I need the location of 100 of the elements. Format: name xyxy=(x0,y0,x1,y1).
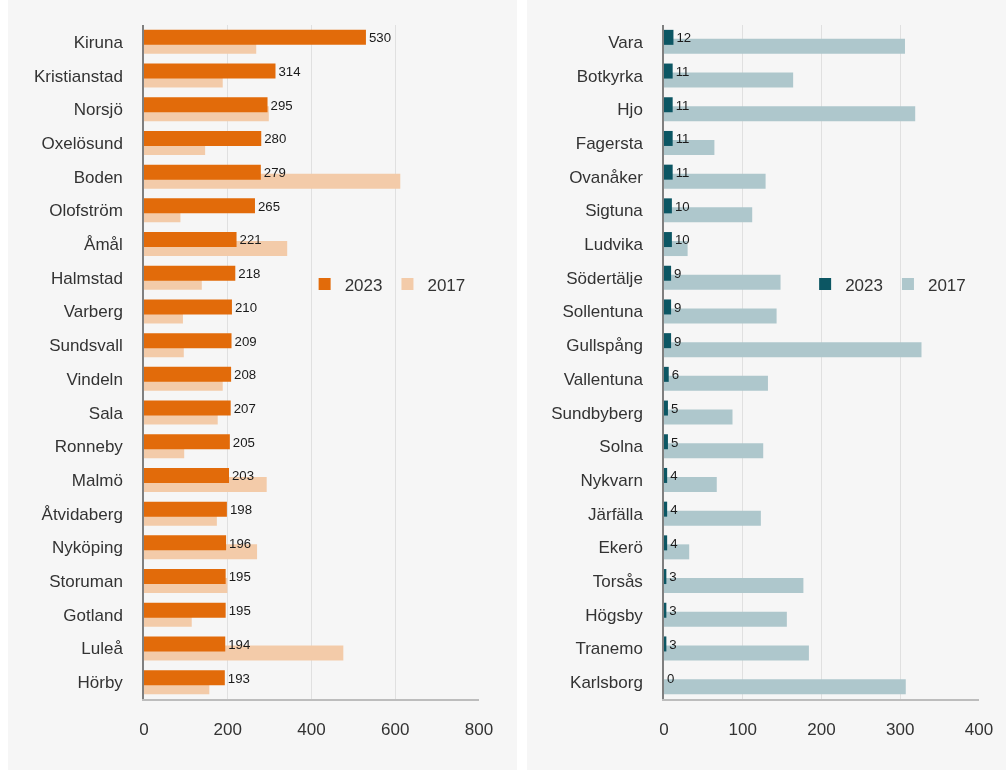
data-label: 10 xyxy=(674,232,690,248)
bar xyxy=(144,63,276,79)
y-tick-label: Luleå xyxy=(81,639,124,659)
data-label: 9 xyxy=(674,299,682,315)
data-label: 11 xyxy=(675,131,690,147)
y-tick-label: Hjo xyxy=(617,100,643,120)
x-tick-label: 100 xyxy=(728,720,757,740)
y-tick-label: Åmål xyxy=(84,235,123,254)
y-tick-label: Boden xyxy=(73,167,123,187)
bar xyxy=(664,198,672,214)
bar xyxy=(664,130,673,146)
bar xyxy=(664,29,674,45)
y-tick-label: Nyköping xyxy=(51,538,123,558)
y-tick-label: Gotland xyxy=(63,605,123,625)
data-label: 11 xyxy=(675,63,690,79)
y-tick-label: Fagersta xyxy=(575,133,644,153)
bar xyxy=(144,333,232,349)
data-label: 196 xyxy=(229,535,252,551)
bar xyxy=(664,400,668,416)
bar xyxy=(664,467,668,483)
bar xyxy=(664,232,672,248)
y-tick-label: Ekerö xyxy=(598,538,643,558)
bar xyxy=(144,467,230,483)
y-tick-label: Högsby xyxy=(585,605,644,625)
bar xyxy=(144,400,231,416)
y-tick-label: Olofström xyxy=(49,201,123,221)
y-tick-label: Sundbyberg xyxy=(551,403,643,423)
y-tick-label: Halmstad xyxy=(51,268,123,288)
y-tick-label: Ovanåker xyxy=(569,167,644,187)
y-tick-label: Karlsborg xyxy=(570,673,643,693)
data-label: 208 xyxy=(234,367,257,383)
x-tick-label: 400 xyxy=(964,720,994,740)
legend-label: 2023 xyxy=(344,275,383,295)
data-label: 205 xyxy=(232,434,255,450)
bar xyxy=(144,97,268,113)
data-label: 280 xyxy=(264,131,287,147)
y-tick-label: Vallentuna xyxy=(563,369,644,389)
data-label: 4 xyxy=(670,502,678,517)
y-tick-label: Solna xyxy=(599,437,644,457)
data-label: 4 xyxy=(670,535,678,551)
data-label: 5 xyxy=(670,400,679,416)
x-tick-label: 800 xyxy=(464,720,494,740)
bar xyxy=(664,535,668,551)
data-label: 9 xyxy=(674,333,682,349)
data-label: 195 xyxy=(228,603,251,619)
x-tick-label: 200 xyxy=(213,720,242,740)
bar xyxy=(144,366,232,382)
data-label: 11 xyxy=(675,165,690,180)
x-tick-label: 600 xyxy=(381,720,410,740)
y-tick-label: Järfälla xyxy=(588,504,644,524)
y-tick-label: Botkyrka xyxy=(576,66,644,86)
bar xyxy=(144,535,227,551)
data-label: 194 xyxy=(228,636,251,652)
x-tick-label: 0 xyxy=(139,720,149,740)
data-label: 10 xyxy=(674,198,690,214)
bar xyxy=(664,501,668,517)
data-label: 11 xyxy=(675,97,690,113)
y-tick-label: Gullspång xyxy=(566,336,643,356)
data-label: 314 xyxy=(278,63,301,79)
bar xyxy=(664,434,668,450)
bar xyxy=(664,63,673,79)
legend-label: 2023 xyxy=(845,275,883,295)
bar xyxy=(144,299,232,315)
y-tick-label: Ludvika xyxy=(584,235,644,254)
y-tick-label: Malmö xyxy=(71,470,123,490)
bar xyxy=(144,501,227,517)
data-label: 209 xyxy=(234,333,257,349)
data-label: 221 xyxy=(239,232,262,248)
bar xyxy=(144,232,237,248)
y-tick-label: Varberg xyxy=(63,302,123,322)
y-tick-label: Nykvarn xyxy=(580,470,643,490)
y-tick-label: Sala xyxy=(88,403,124,423)
y-tick-label: Sigtuna xyxy=(585,201,644,221)
data-label: 0 xyxy=(667,670,675,686)
data-label: 210 xyxy=(234,299,258,315)
y-tick-label: Sundsvall xyxy=(49,336,123,356)
data-label: 218 xyxy=(238,266,261,282)
x-tick-label: 200 xyxy=(807,720,836,740)
bar xyxy=(144,569,226,585)
data-label: 530 xyxy=(368,30,392,46)
data-label: 295 xyxy=(270,97,293,113)
data-label: 6 xyxy=(671,367,680,383)
legend-label: 2017 xyxy=(427,275,466,295)
x-tick-label: 400 xyxy=(297,720,326,740)
y-tick-label: Oxelösund xyxy=(41,133,123,153)
y-tick-label: Storuman xyxy=(49,572,123,591)
data-label: 9 xyxy=(674,266,682,282)
y-tick-label: Tranemo xyxy=(575,639,643,659)
y-tick-label: Vara xyxy=(608,32,644,52)
data-label: 3 xyxy=(669,569,677,585)
y-tick-label: Norsjö xyxy=(73,100,123,120)
y-tick-label: Sollentuna xyxy=(562,302,644,322)
bar xyxy=(664,97,673,113)
data-label: 195 xyxy=(228,569,251,585)
bar xyxy=(144,670,225,686)
legend-label: 2017 xyxy=(927,275,966,295)
bar xyxy=(144,198,255,214)
bar xyxy=(664,299,672,315)
data-label: 3 xyxy=(669,603,677,619)
bar xyxy=(144,265,236,281)
